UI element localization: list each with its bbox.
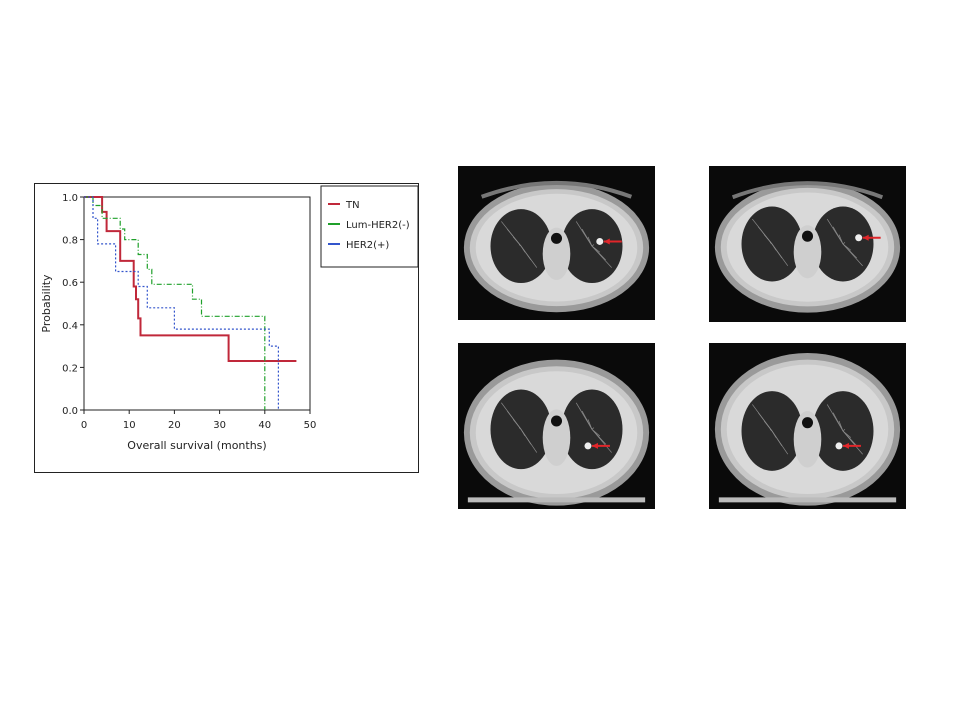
- scan-table: [718, 497, 897, 503]
- x-tick-label: 30: [213, 420, 226, 431]
- scan-table-strap: [731, 181, 884, 200]
- series-line-tn: [84, 196, 297, 362]
- red-arrowhead: [842, 442, 849, 449]
- y-tick-label: 0.8: [62, 236, 78, 247]
- x-tick-label: 40: [258, 420, 271, 431]
- ct-scan-image: [714, 181, 901, 313]
- series-line-her2: [84, 196, 279, 410]
- vessel: [832, 226, 844, 245]
- red-arrowhead: [603, 238, 610, 245]
- chart-axes: 0 10 20 30 40 50 0.0 0.2 0.4 0.6 0.8 1.0: [62, 193, 316, 431]
- vessel: [769, 242, 773, 245]
- mediastinum: [542, 227, 571, 280]
- legend-box: [320, 185, 419, 268]
- vessel: [591, 244, 595, 247]
- survival-chart: 0 10 20 30 40 50 0.0 0.2 0.4 0.6 0.8 1.0 Probabilit…: [34, 183, 419, 473]
- scan-table-strap: [480, 181, 633, 199]
- vessel: [832, 412, 844, 432]
- vessel: [591, 427, 595, 430]
- chart-legend: TN Lum-HER2(-) HER2(+): [320, 185, 419, 268]
- legend-label: Lum-HER2(-): [346, 220, 410, 231]
- y-tick-label: 0.2: [62, 363, 78, 374]
- vessel: [518, 244, 522, 247]
- legend-label: HER2(+): [346, 240, 389, 251]
- ct-scan-image: [463, 181, 650, 313]
- vessel: [842, 243, 863, 267]
- plot-frame: [83, 196, 311, 411]
- vessel: [838, 420, 844, 432]
- y-tick-label: 0.6: [62, 278, 78, 289]
- vessel: [771, 243, 789, 267]
- vessel: [763, 234, 773, 245]
- vessel: [587, 236, 593, 247]
- vessel: [842, 429, 846, 432]
- vessel: [512, 419, 522, 430]
- vessel: [512, 236, 522, 247]
- ct-scan-bottom-right: [709, 343, 906, 509]
- ct-scan-image: [714, 352, 901, 506]
- vessel: [769, 429, 773, 432]
- ct-scan-image: [463, 359, 650, 506]
- mediastinum: [542, 409, 571, 466]
- ct-scan-top-left: [458, 166, 655, 320]
- x-tick-label: 10: [123, 420, 136, 431]
- legend-label: TN: [345, 200, 360, 211]
- y-tick-label: 0.0: [62, 406, 78, 417]
- nodule: [835, 442, 843, 450]
- vessel: [520, 245, 538, 268]
- vessel: [581, 410, 593, 430]
- trachea: [550, 415, 563, 427]
- ct-scan-bottom-left: [458, 343, 655, 509]
- scan-table: [467, 497, 646, 503]
- x-tick-label: 20: [168, 420, 181, 431]
- trachea: [801, 230, 814, 242]
- vessel: [581, 228, 593, 247]
- vessel: [591, 429, 612, 453]
- mediastinum: [793, 225, 822, 279]
- survival-chart-svg: 0 10 20 30 40 50 0.0 0.2 0.4 0.6 0.8 1.0 Probabilit…: [40, 185, 419, 452]
- trachea: [801, 417, 814, 429]
- vessel: [587, 419, 593, 430]
- chart-series: [84, 196, 297, 410]
- vessel: [520, 429, 538, 453]
- trachea: [550, 232, 563, 244]
- vessel: [518, 427, 522, 430]
- red-arrowhead: [862, 234, 869, 241]
- red-arrowhead: [591, 442, 598, 449]
- x-tick-label: 0: [81, 420, 87, 431]
- nodule: [584, 442, 592, 450]
- x-axis-label: Overall survival (months): [127, 439, 266, 452]
- y-tick-label: 0.4: [62, 321, 78, 332]
- vessel: [838, 234, 844, 245]
- y-tick-label: 1.0: [62, 193, 78, 204]
- nodule: [596, 237, 604, 245]
- vessel: [842, 242, 846, 245]
- nodule: [855, 234, 863, 242]
- vessel: [842, 430, 863, 455]
- vessel: [591, 245, 612, 268]
- y-axis-label: Probability: [40, 274, 53, 333]
- series-line-lum-her2: [84, 196, 266, 410]
- ct-scan-top-right: [709, 166, 906, 322]
- vessel: [763, 420, 773, 432]
- vessel: [771, 430, 789, 455]
- mediastinum: [793, 411, 822, 468]
- x-tick-label: 50: [304, 420, 317, 431]
